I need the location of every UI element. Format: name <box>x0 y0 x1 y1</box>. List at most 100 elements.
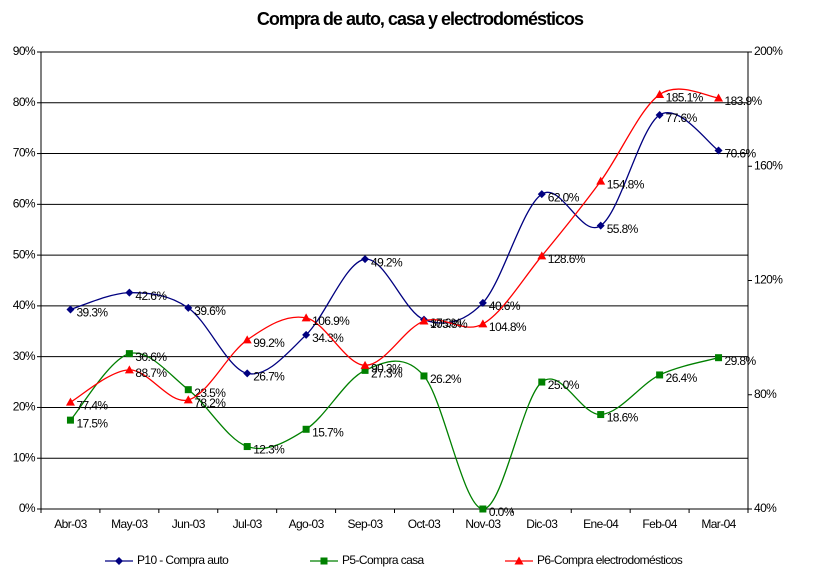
x-tick-label: May-03 <box>111 517 148 531</box>
data-label: 26.4% <box>666 371 698 385</box>
y-tick-label: 30% <box>13 349 36 363</box>
data-point <box>184 386 192 394</box>
data-label: 15.7% <box>312 425 344 439</box>
data-point <box>419 316 429 325</box>
data-point <box>538 378 546 386</box>
data-point <box>596 176 606 185</box>
y2-tick-label: 80% <box>754 387 777 401</box>
data-point <box>361 255 370 264</box>
y-tick-label: 80% <box>13 95 36 109</box>
data-label: 39.6% <box>194 304 226 318</box>
data-label: 0.0% <box>489 505 515 519</box>
data-point <box>361 366 369 374</box>
data-label: 27.3% <box>371 367 403 381</box>
data-point <box>66 305 75 314</box>
data-point <box>125 288 134 297</box>
y-tick-label: 50% <box>13 247 36 261</box>
data-label: 26.7% <box>253 370 285 384</box>
data-point <box>243 443 251 451</box>
data-point <box>537 251 547 260</box>
data-label: 17.5% <box>76 416 108 430</box>
data-label: 25.0% <box>548 378 580 392</box>
data-point <box>302 330 311 339</box>
y-tick-label: 0% <box>19 501 36 515</box>
data-label: 30.6% <box>135 350 167 364</box>
data-label: 55.8% <box>607 222 639 236</box>
series-line <box>70 112 719 375</box>
legend-marker <box>320 557 328 565</box>
data-label: 37.3% <box>430 316 462 330</box>
data-point <box>597 411 605 419</box>
data-point <box>479 505 487 513</box>
y-tick-label: 20% <box>13 400 36 414</box>
x-tick-label: Jun-03 <box>172 517 206 531</box>
data-point <box>596 221 605 230</box>
data-label: 154.8% <box>607 177 645 191</box>
data-point <box>242 335 252 344</box>
data-point <box>302 425 310 433</box>
data-label: 12.3% <box>253 443 285 457</box>
x-tick-label: Jul-03 <box>233 517 263 531</box>
legend-label: P6-Compra electrodomésticos <box>537 553 683 567</box>
data-label: 77.6% <box>666 111 698 125</box>
data-point <box>655 110 664 119</box>
data-label: 23.5% <box>194 386 226 400</box>
y2-tick-label: 200% <box>754 44 783 58</box>
legend-marker <box>514 556 524 565</box>
x-tick-label: Dic-03 <box>526 517 558 531</box>
data-point <box>714 146 723 155</box>
data-point <box>478 319 488 328</box>
y-tick-label: 10% <box>13 450 36 464</box>
data-label: 183.9% <box>725 94 763 108</box>
data-label: 128.6% <box>548 252 586 266</box>
data-label: 34.3% <box>312 331 344 345</box>
data-point <box>183 395 193 404</box>
data-point <box>420 372 428 380</box>
data-label: 106.9% <box>312 314 350 328</box>
data-label: 90.3% <box>371 362 403 376</box>
data-label: 42.6% <box>135 289 167 303</box>
data-label: 39.3% <box>76 306 108 320</box>
data-label: 185.1% <box>666 91 704 105</box>
data-label: 104.8% <box>489 320 527 334</box>
data-point <box>656 371 664 379</box>
data-point <box>655 90 665 99</box>
x-tick-label: Sep-03 <box>347 517 383 531</box>
chart-title: Compra de auto, casa y electrodomésticos <box>257 9 584 29</box>
legend-item: P6-Compra electrodomésticos <box>505 553 683 567</box>
data-label: 29.8% <box>725 354 757 368</box>
data-point <box>184 303 193 312</box>
data-point <box>714 93 724 102</box>
x-tick-label: Mar-04 <box>701 517 736 531</box>
x-tick-label: Abr-03 <box>54 517 87 531</box>
data-point <box>243 369 252 378</box>
data-point <box>715 354 723 362</box>
x-tick-label: Feb-04 <box>642 517 677 531</box>
legend-item: P10 - Compra auto <box>105 553 230 567</box>
data-point <box>360 360 370 369</box>
data-label: 26.2% <box>430 372 462 386</box>
legend-marker <box>115 557 123 565</box>
data-label: 62.0% <box>548 190 580 204</box>
x-tick-label: Ago-03 <box>289 517 325 531</box>
legend-label: P5-Compra casa <box>342 553 425 567</box>
data-point <box>65 397 75 406</box>
y-tick-label: 60% <box>13 197 36 211</box>
data-label: 88.7% <box>135 366 167 380</box>
data-point <box>125 350 133 358</box>
data-point <box>301 313 311 322</box>
data-point <box>537 190 546 199</box>
data-label: 70.6% <box>725 147 757 161</box>
data-label: 49.2% <box>371 255 403 269</box>
legend-item: P5-Compra casa <box>310 553 425 567</box>
data-label: 78.2% <box>194 396 226 410</box>
x-tick-label: Ene-04 <box>583 517 619 531</box>
data-point <box>478 298 487 307</box>
y2-tick-label: 120% <box>754 273 783 287</box>
data-label: 105.8% <box>430 317 468 331</box>
data-point <box>124 365 134 374</box>
data-point <box>66 416 74 424</box>
y-tick-label: 70% <box>13 146 36 160</box>
